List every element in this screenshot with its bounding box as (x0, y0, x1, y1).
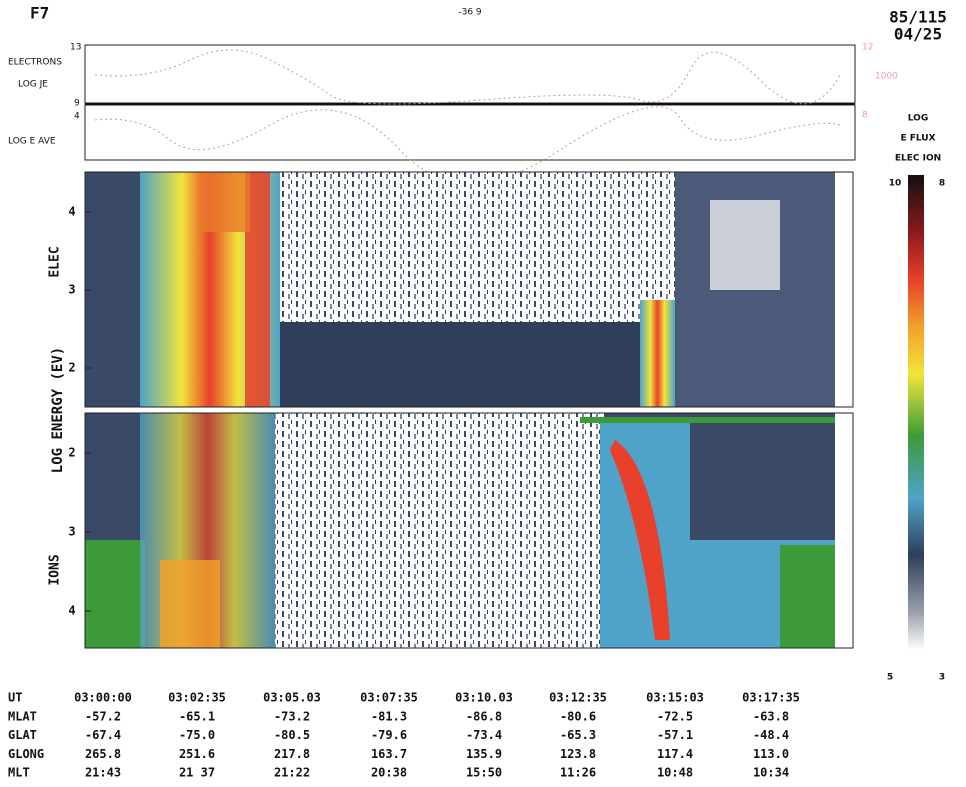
ephemeris-value: -86.8 (466, 709, 502, 723)
ephemeris-value: 03:10.03 (455, 691, 513, 705)
date: 04/25 (894, 25, 942, 44)
ephemeris-value: -79.6 (371, 728, 407, 742)
ephemeris-value: -63.8 (753, 709, 789, 723)
ephemeris-value: 21:22 (274, 766, 310, 780)
ephemeris-value: 123.8 (560, 747, 596, 761)
ephemeris-value: 265.8 (85, 747, 121, 761)
flux-right-tick: 1000 (875, 72, 898, 82)
orbit: 85/115 (889, 8, 947, 27)
ephemeris-value: 113.0 (753, 747, 789, 761)
flux-right-tick: 12 (862, 43, 873, 53)
ephemeris-value: 10:48 (657, 766, 693, 780)
y-tick-label: 2 (68, 361, 75, 375)
flux-label: LOG JE (18, 80, 48, 90)
ephemeris-value: -81.3 (371, 709, 407, 723)
colorbar-top: 10 (889, 179, 902, 189)
colorbar-bottom: 5 (887, 673, 893, 683)
ephemeris-value: -48.4 (753, 728, 789, 742)
satellite: F7 (30, 4, 49, 23)
energy-trace (94, 106, 841, 183)
energy-frame (84, 104, 856, 161)
flux-tick: 9 (74, 99, 80, 109)
ephemeris-label: MLT (8, 766, 30, 780)
ephemeris-label: GLAT (8, 728, 37, 742)
energy-right-tick: 8 (862, 111, 868, 121)
energy-tick: 4 (74, 112, 80, 122)
ephemeris-value: 03:17:35 (742, 691, 800, 705)
ion-spectrogram (85, 413, 835, 648)
colorbar-bottom: 3 (939, 673, 945, 683)
ephemeris-value: -65.1 (179, 709, 215, 723)
flux-trace (94, 49, 841, 105)
colorbar (908, 175, 924, 650)
ions-label: IONS (48, 554, 63, 585)
colorbar-title: LOG (908, 114, 928, 124)
top-center: -36 9 (458, 8, 482, 18)
ephemeris-value: -65.3 (560, 728, 596, 742)
ephemeris-value: 163.7 (371, 747, 407, 761)
ephemeris-value: -80.5 (274, 728, 310, 742)
ephemeris-value: 03:00:00 (74, 691, 132, 705)
ephemeris-value: -57.1 (657, 728, 693, 742)
flux-tick: 13 (70, 43, 81, 53)
y-tick-label: 3 (68, 525, 75, 539)
ephemeris-value: 03:02:35 (168, 691, 226, 705)
ephemeris-value: 03:05.03 (263, 691, 321, 705)
ephemeris-label: GLONG (8, 747, 44, 761)
elec-label: ELEC (48, 246, 63, 277)
ephemeris-value: -57.2 (85, 709, 121, 723)
ephemeris-value: 20:38 (371, 766, 407, 780)
elec-spectrogram (85, 172, 835, 407)
ephemeris-value: -73.4 (466, 728, 502, 742)
colorbar-title: ELEC ION (895, 154, 941, 164)
flux-label: ELECTRONS (8, 58, 62, 68)
ephemeris-value: 03:07:35 (360, 691, 418, 705)
ephemeris-value: 21:43 (85, 766, 121, 780)
colorbar-top: 8 (939, 179, 945, 189)
ion-frame (84, 412, 854, 649)
ephemeris-value: -72.5 (657, 709, 693, 723)
ephemeris-value: 217.8 (274, 747, 310, 761)
y-tick-label: 4 (68, 205, 75, 219)
ephemeris-value: 03:12:35 (549, 691, 607, 705)
colorbar-title: E FLUX (900, 134, 935, 144)
ephemeris-value: 11:26 (560, 766, 596, 780)
ephemeris-value: -67.4 (85, 728, 121, 742)
ephemeris-value: 135.9 (466, 747, 502, 761)
y-tick-label: 2 (68, 446, 75, 460)
y-tick-label: 4 (68, 604, 75, 618)
energy-label: LOG E AVE (8, 137, 56, 147)
ephemeris-label: MLAT (8, 709, 37, 723)
generated: 4 3 2 2 3 4 UT 03:00:00 03:02:35 03:05.03 03:07:35… (8, 205, 800, 780)
ephemeris-value: 117.4 (657, 747, 693, 761)
ephemeris-value: 10:34 (753, 766, 789, 780)
ephemeris-value: 03:15:03 (646, 691, 704, 705)
ephemeris-value: 251.6 (179, 747, 215, 761)
ephemeris-value: -80.6 (560, 709, 596, 723)
ephemeris-value: -73.2 (274, 709, 310, 723)
y-axis-label: LOG ENERGY (EV) (50, 347, 66, 473)
flux-frame (84, 44, 856, 104)
ephemeris-label: UT (8, 691, 22, 705)
y-tick-label: 3 (68, 283, 75, 297)
ephemeris-value: 15:50 (466, 766, 502, 780)
ephemeris-value: -75.0 (179, 728, 215, 742)
ephemeris-value: 21 37 (179, 766, 215, 780)
